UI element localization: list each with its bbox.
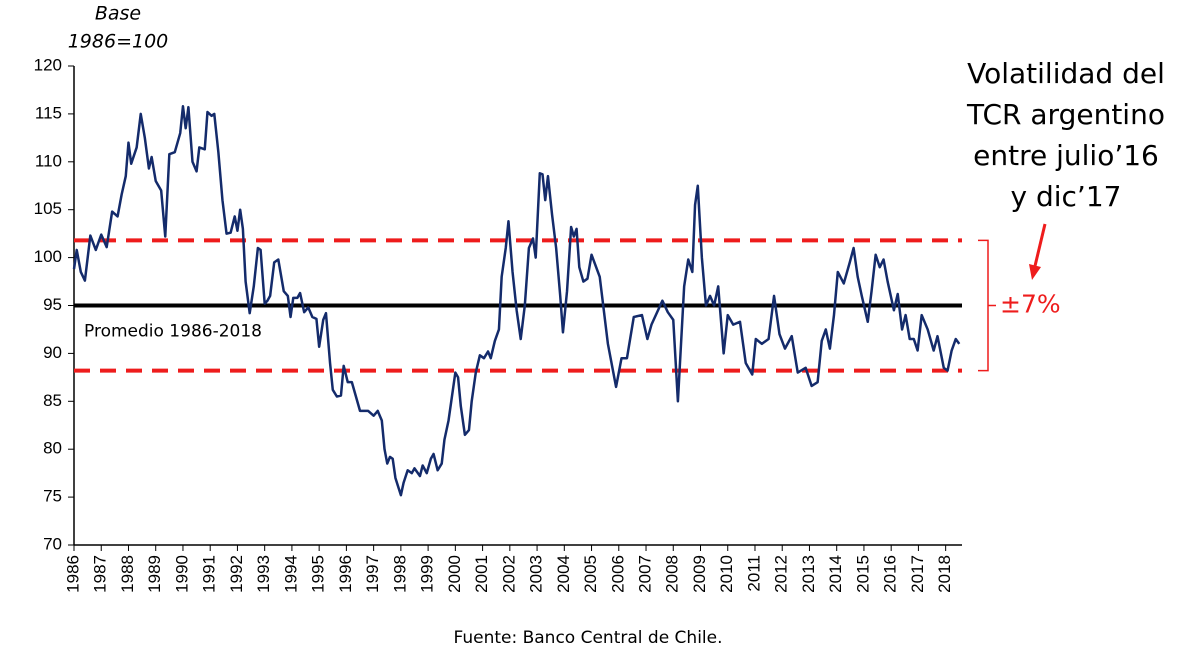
reference-label: Promedio 1986-2018 — [84, 322, 262, 342]
x-tick-label: 2016 — [881, 555, 900, 593]
x-tick-label: 1989 — [145, 555, 164, 593]
y-tick-label: 95 — [43, 295, 62, 314]
x-tick-label: 1986 — [63, 555, 82, 593]
y-tick-label: 120 — [34, 55, 62, 74]
x-tick-label: 2014 — [826, 555, 845, 593]
x-tick-label: 2007 — [636, 555, 655, 593]
x-tick-label: 1990 — [172, 555, 191, 593]
y-tick-label: 90 — [43, 343, 62, 362]
x-tick-label: 2010 — [717, 555, 736, 593]
y-tick-label: 75 — [43, 487, 62, 506]
annotation: Volatilidad del — [967, 57, 1165, 90]
x-tick-label: 2013 — [799, 555, 818, 593]
x-tick-label: 2017 — [908, 555, 927, 593]
y-tick-label: 110 — [35, 151, 62, 170]
x-tick-label: 1992 — [227, 555, 246, 593]
x-tick-label: 2004 — [554, 555, 573, 593]
annotation: y dic’17 — [1011, 180, 1122, 213]
y-tick-label: 105 — [34, 199, 62, 218]
x-tick-label: 1998 — [390, 555, 409, 593]
y-axis-label: 1986=100 — [68, 31, 169, 53]
y-tick-label: 115 — [35, 103, 62, 122]
x-tick-label: 2015 — [853, 555, 872, 593]
x-tick-label: 1994 — [281, 555, 300, 593]
x-tick-label: 2006 — [608, 555, 627, 593]
x-tick-label: 2000 — [445, 555, 464, 593]
x-tick-label: 1988 — [118, 555, 137, 593]
x-tick-label: 2003 — [527, 555, 546, 593]
data-line — [72, 104, 961, 497]
x-tick-label: 1996 — [336, 555, 355, 593]
band-label: ±7% — [1000, 290, 1061, 319]
y-tick-label: 70 — [43, 534, 62, 553]
arrow — [1033, 223, 1047, 267]
x-tick-label: 2012 — [772, 555, 791, 593]
y-tick-label: 85 — [43, 391, 62, 410]
x-tick-label: 1993 — [254, 555, 273, 593]
y-tick-label: 80 — [43, 439, 62, 458]
x-tick-label: 2005 — [581, 555, 600, 593]
x-tick-label: 2001 — [472, 555, 491, 593]
x-tick-label: 2002 — [499, 555, 518, 593]
x-tick-label: 1999 — [418, 555, 437, 593]
bracket — [978, 239, 996, 372]
y-axis-label: Base — [95, 3, 141, 25]
annotation: entre julio’16 — [973, 139, 1159, 172]
annotation: TCR argentino — [966, 98, 1165, 131]
arrowhead — [1029, 264, 1041, 280]
x-tick-label: 2009 — [690, 555, 709, 593]
x-tick-label: 1991 — [200, 555, 219, 593]
x-tick-label: 2011 — [744, 555, 763, 592]
x-tick-label: 1997 — [363, 555, 382, 593]
y-tick-label: 100 — [34, 247, 62, 266]
x-tick-label: 1995 — [309, 555, 328, 593]
source: Fuente: Banco Central de Chile. — [453, 628, 722, 648]
x-tick-label: 2018 — [935, 555, 954, 593]
x-tick-label: 2008 — [663, 555, 682, 593]
x-tick-label: 1987 — [91, 555, 110, 593]
